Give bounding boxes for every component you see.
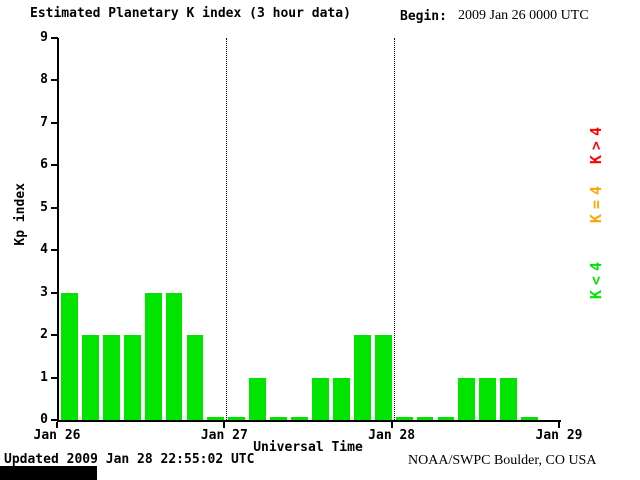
- x-tick: [558, 422, 560, 428]
- bottom-left-black-box: [0, 466, 97, 480]
- y-tick: [51, 206, 58, 209]
- y-tick: [51, 121, 58, 124]
- begin-timestamp: 2009 Jan 26 0000 UTC: [458, 8, 589, 23]
- y-tick: [51, 37, 58, 39]
- kp-bar: [123, 335, 141, 420]
- begin-label: Begin:: [400, 9, 447, 24]
- kp-bar: [521, 417, 539, 420]
- y-tick-label: 3: [40, 284, 48, 300]
- kp-bar: [437, 417, 455, 420]
- kp-bar: [61, 292, 78, 420]
- kp-bar: [228, 417, 246, 420]
- kp-bar: [144, 292, 162, 420]
- kp-bar: [165, 292, 183, 420]
- x-tick-label: Jan 29: [535, 428, 583, 443]
- legend-label-k-gt-4: K>4: [587, 122, 605, 165]
- x-tick: [56, 422, 58, 428]
- kp-bar: [270, 417, 288, 420]
- kp-bar: [102, 335, 120, 420]
- source-attribution: NOAA/SWPC Boulder, CO USA: [408, 453, 597, 468]
- y-tick-label: 5: [40, 199, 48, 215]
- x-tick: [223, 422, 226, 428]
- updated-timestamp: Updated 2009 Jan 28 22:55:02 UTC: [4, 452, 255, 467]
- y-tick: [51, 419, 58, 421]
- y-tick: [51, 291, 58, 294]
- y-tick-label: 2: [40, 327, 48, 343]
- y-tick-label: 8: [40, 72, 48, 88]
- kp-bar: [458, 377, 476, 420]
- kp-bar: [81, 335, 99, 420]
- y-tick: [51, 334, 58, 337]
- y-tick: [51, 376, 58, 379]
- x-tick-label: Jan 27: [200, 428, 248, 443]
- x-tick-label: Jan 28: [368, 428, 416, 443]
- kp-bar: [312, 377, 329, 420]
- y-tick-label: 9: [40, 30, 48, 45]
- kp-bar: [479, 377, 497, 420]
- kp-bar: [500, 377, 518, 420]
- y-tick-label: 1: [40, 369, 48, 385]
- kp-bar: [353, 335, 371, 420]
- kp-bar: [332, 377, 350, 420]
- y-tick-label: 7: [40, 114, 48, 130]
- legend-label-k-lt-4: K<4: [587, 257, 605, 300]
- day-separator-line: [393, 38, 395, 420]
- kp-bar: [186, 335, 204, 420]
- kp-bar: [395, 417, 413, 420]
- kp-bar: [249, 377, 267, 420]
- x-axis-label: Universal Time: [253, 440, 363, 455]
- day-separator-line: [226, 38, 228, 420]
- y-tick: [51, 79, 58, 82]
- kp-bar: [207, 417, 225, 420]
- kp-bar: [291, 417, 308, 420]
- plot-area: [57, 38, 561, 422]
- x-tick: [390, 422, 393, 428]
- legend-label-k-eq-4: K=4: [587, 181, 605, 224]
- chart-title: Estimated Planetary K index (3 hour data…: [30, 6, 351, 21]
- y-tick-label: 0: [40, 412, 48, 427]
- y-tick-label: 4: [40, 242, 48, 258]
- x-tick-label: Jan 26: [33, 428, 81, 443]
- y-tick: [51, 164, 58, 167]
- y-tick-label: 6: [40, 157, 48, 173]
- y-tick: [51, 249, 58, 252]
- kp-bar: [374, 335, 392, 420]
- kp-bar: [416, 417, 434, 420]
